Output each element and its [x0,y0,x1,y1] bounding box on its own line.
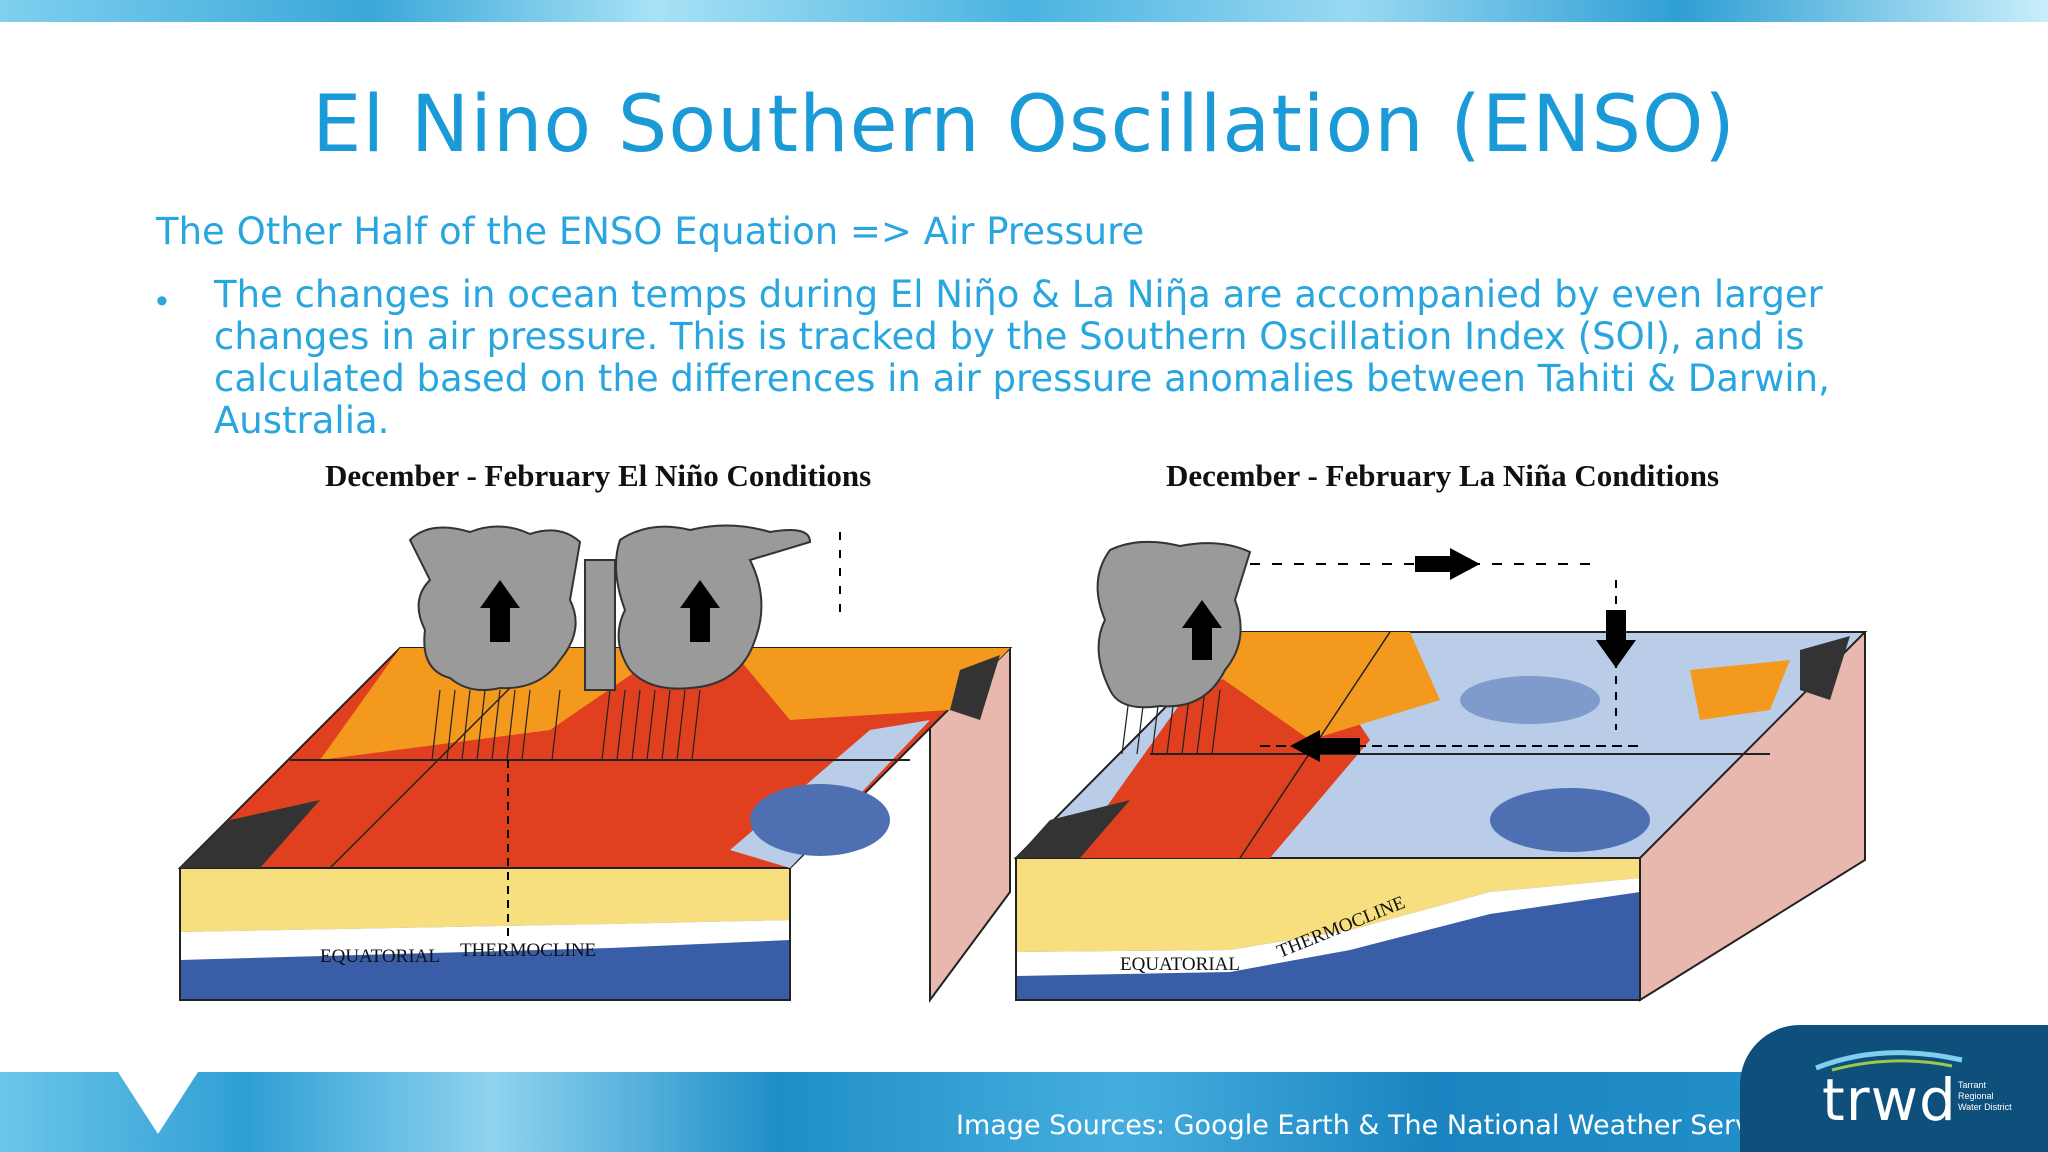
cool-pool [1490,788,1650,852]
bullet-text: The changes in ocean temps during El Niῆ… [214,273,1830,442]
thermocline-label: THERMOCLINE [460,940,596,961]
la-nina-diagram-title: December - February La Niña Conditions [1166,458,1720,493]
warm-orange-area [1210,632,1440,740]
equatorial-label: EQUATORIAL [320,946,440,967]
upper-ocean-layer [180,868,790,932]
bullet-marker: • [156,282,168,320]
up-arrow-icon [480,580,520,642]
thermocline-band [1016,878,1640,976]
left-arrow-icon [1290,730,1360,762]
cool-pool [750,784,890,856]
land-mass-east [950,655,1000,720]
warm-orange-area-east [730,648,1010,720]
el-nino-diagram: EQUATORIAL THERMOCLINE [177,524,1013,1004]
top-decor-band [0,0,2048,22]
upper-ocean-layer [1016,858,1640,952]
trwd-logo-subtitle: Tarrant Regional Water District [1958,1080,2012,1112]
bottom-decor-band [0,1072,2048,1152]
image-source-credit: Image Sources: Google Earth & The Nation… [956,1110,1790,1141]
slide-subtitle: The Other Half of the ENSO Equation => A… [156,210,1145,253]
rainfall-hatching [431,689,701,761]
cool-pool-upper [1460,676,1600,724]
warm-orange-east [1690,660,1790,720]
bottom-notch-shape [118,1072,198,1134]
slide-title: El Nino Southern Oscillation (ENSO) [312,80,1736,170]
up-arrow-icon [1182,600,1222,660]
up-arrow-icon [680,580,720,642]
trwd-logo: trwd [1822,1066,1957,1134]
logo-background [1740,1025,2048,1152]
la-nina-diagram: EQUATORIAL THERMOCLINE [1013,540,1868,1002]
logo-swoosh-icon [1815,1050,1963,1072]
land-mass-east [1800,636,1850,700]
cloud-icon [584,559,616,691]
el-nino-diagram-title: December - February El Niño Conditions [325,458,872,493]
thermocline-band [180,920,790,960]
land-mass-west [180,800,320,868]
right-arrow-icon [1415,548,1480,580]
down-arrow-icon [1596,610,1636,668]
cloud-icon [1096,540,1252,709]
equatorial-label: EQUATORIAL [1120,954,1240,975]
land-mass-west [1016,800,1130,858]
